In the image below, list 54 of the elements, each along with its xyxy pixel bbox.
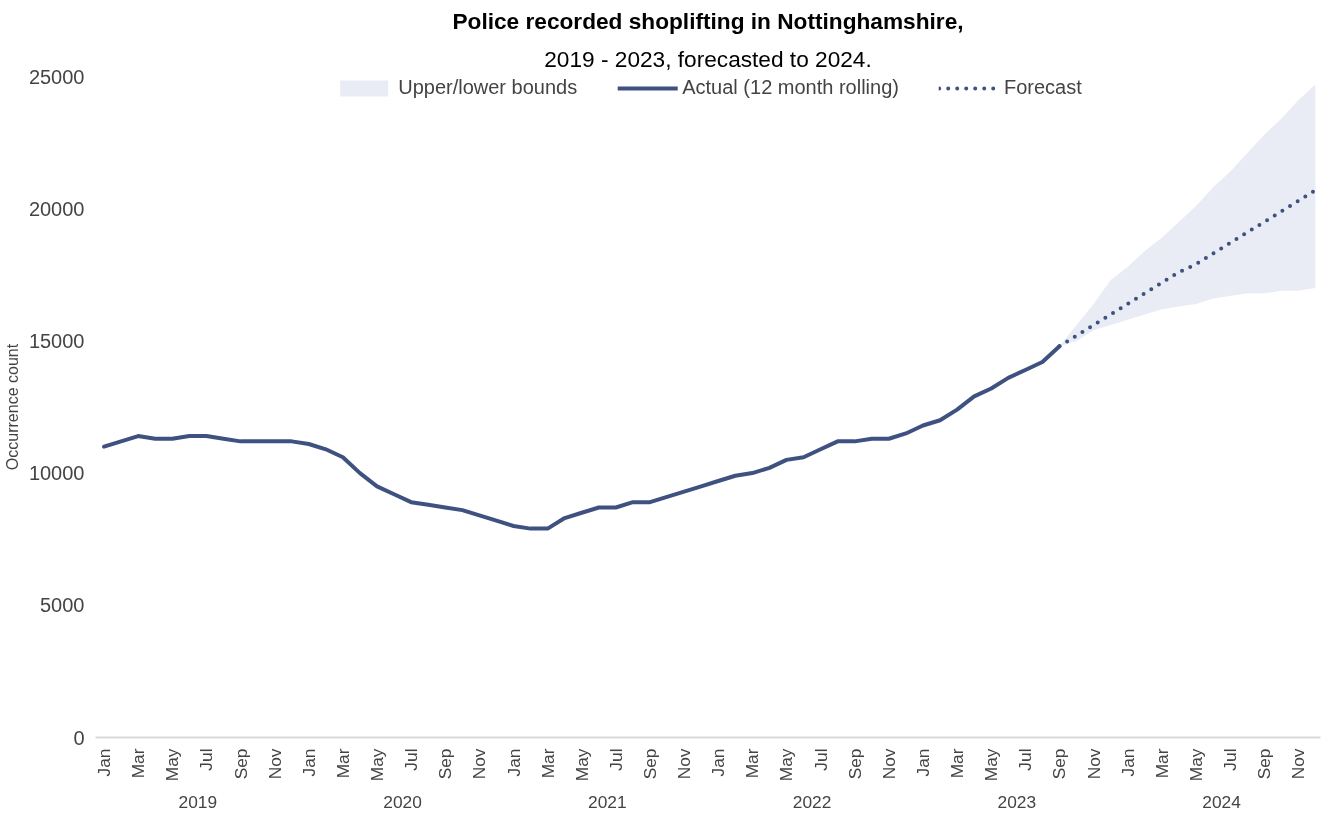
x-tick-label: Jan <box>1117 748 1138 777</box>
legend-label: Forecast <box>1003 76 1082 99</box>
y-tick-label: 25000 <box>28 65 85 88</box>
x-tick-label: Jan <box>912 748 933 777</box>
x-tick-label: Mar <box>742 748 763 779</box>
x-tick-label: Jan <box>94 748 115 777</box>
text: 2021 <box>588 791 627 812</box>
y-axis-title: Occurrence count <box>3 343 21 471</box>
legend-label: Upper/lower bounds <box>398 76 578 99</box>
text: 2019 <box>178 791 218 812</box>
text: 2022 <box>792 791 832 812</box>
x-tick-label: Jul <box>1220 748 1241 771</box>
x-tick-label: Mar <box>332 748 353 779</box>
x-tick-label: May <box>981 748 1002 782</box>
x-tick-label: May <box>776 748 797 782</box>
legend-label: Actual (12 month rolling) <box>682 76 899 99</box>
x-tick-label: Jan <box>708 748 729 777</box>
text: 2024 <box>1202 791 1242 812</box>
y-tick-label: 0 <box>73 726 85 749</box>
y-tick-label: 20000 <box>28 197 85 220</box>
x-tick-label: May <box>367 748 388 782</box>
x-tick-label: Mar <box>947 748 968 779</box>
x-tick-label: Jul <box>196 748 217 771</box>
x-tick-label: Jul <box>605 748 626 771</box>
text: 2023 <box>997 791 1037 812</box>
x-tick-label: Sep <box>639 748 660 780</box>
x-tick-label: Nov <box>469 748 490 780</box>
x-tick-label: Sep <box>1049 748 1070 780</box>
x-tick-label: Jul <box>401 748 422 771</box>
x-tick-label: May <box>162 748 183 782</box>
x-tick-label: Mar <box>1151 748 1172 779</box>
x-tick-label: Jul <box>1015 748 1036 771</box>
y-tick-label: 10000 <box>28 462 85 485</box>
x-tick-label: Mar <box>128 748 149 779</box>
text: 2020 <box>383 791 422 812</box>
x-tick-label: May <box>1185 748 1206 782</box>
y-tick-label: 5000 <box>40 594 85 617</box>
x-tick-label: Sep <box>1254 748 1275 780</box>
y-tick-label: 15000 <box>28 329 85 352</box>
x-tick-label: Nov <box>264 748 285 780</box>
x-tick-label: Sep <box>844 748 865 780</box>
x-tick-label: Nov <box>1288 748 1309 780</box>
x-tick-label: Mar <box>537 748 558 779</box>
x-tick-label: Nov <box>674 748 695 780</box>
chart-title: Police recorded shoplifting in Nottinghamshire, <box>452 7 964 34</box>
x-tick-label: Nov <box>1083 748 1104 780</box>
x-tick-label: Sep <box>230 748 251 780</box>
x-tick-label: Sep <box>435 748 456 780</box>
x-tick-label: Nov <box>878 748 899 780</box>
x-tick-label: Jan <box>298 748 319 777</box>
x-tick-label: Jan <box>503 748 524 777</box>
chart-subtitle: 2019 - 2023, forecasted to 2024. <box>544 45 872 72</box>
x-tick-label: Jul <box>810 748 831 771</box>
x-tick-label: May <box>571 748 592 782</box>
